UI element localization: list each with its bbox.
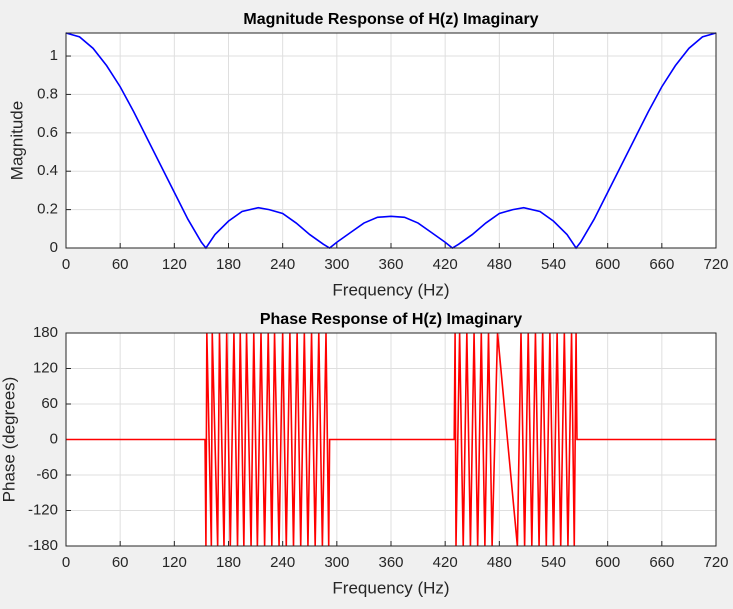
y-tick-label: 60: [41, 395, 58, 412]
chart-title: Phase Response of H(z) Imaginary: [260, 311, 522, 328]
x-tick-label: 480: [487, 256, 512, 273]
y-tick-label: 0: [50, 430, 58, 447]
y-tick-label: -180: [28, 537, 58, 554]
axes-box: [65, 32, 717, 249]
chart-title: Magnitude Response of H(z) Imaginary: [243, 11, 538, 28]
x-axis-label: Frequency (Hz): [332, 578, 449, 597]
x-tick-label: 720: [703, 554, 728, 571]
x-tick-label: 600: [595, 554, 620, 571]
x-tick-label: 420: [433, 554, 458, 571]
x-tick-label: 720: [703, 256, 728, 273]
x-tick-label: 180: [216, 256, 241, 273]
x-tick-label: 660: [649, 256, 674, 273]
x-tick-label: 420: [433, 256, 458, 273]
x-tick-label: 600: [595, 256, 620, 273]
y-axis-label: Phase (degrees): [0, 377, 18, 503]
x-tick-label: 0: [62, 554, 70, 571]
y-tick-label: 0: [50, 239, 58, 256]
x-tick-label: 120: [162, 256, 187, 273]
x-tick-label: 60: [112, 554, 129, 571]
y-axis-label: Magnitude: [7, 101, 26, 180]
x-tick-label: 120: [162, 554, 187, 571]
x-tick-label: 360: [378, 554, 403, 571]
y-tick-label: 1: [50, 47, 58, 64]
x-tick-label: 240: [270, 554, 295, 571]
x-tick-label: 540: [541, 256, 566, 273]
x-tick-label: 660: [649, 554, 674, 571]
y-tick-label: -60: [36, 466, 58, 483]
x-tick-label: 0: [62, 256, 70, 273]
y-tick-label: 0.6: [37, 124, 58, 141]
y-tick-label: 0.4: [37, 162, 58, 179]
y-tick-label: 180: [33, 324, 58, 341]
x-tick-label: 360: [378, 256, 403, 273]
data-line: [66, 332, 716, 547]
x-tick-label: 540: [541, 554, 566, 571]
y-tick-label: -120: [28, 501, 58, 518]
x-tick-label: 480: [487, 554, 512, 571]
x-axis-label: Frequency (Hz): [332, 280, 449, 299]
x-tick-label: 300: [324, 256, 349, 273]
y-tick-label: 120: [33, 359, 58, 376]
data-line: [65, 32, 717, 250]
y-tick-label: 0.8: [37, 85, 58, 102]
x-tick-label: 180: [216, 554, 241, 571]
x-tick-label: 300: [324, 554, 349, 571]
y-tick-label: 0.2: [37, 201, 58, 218]
axes-box: [65, 332, 717, 547]
x-tick-label: 60: [112, 256, 129, 273]
x-tick-label: 240: [270, 256, 295, 273]
